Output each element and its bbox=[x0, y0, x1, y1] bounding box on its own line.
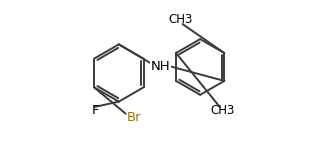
Text: CH3: CH3 bbox=[169, 13, 193, 26]
Text: Br: Br bbox=[126, 111, 141, 124]
Text: CH3: CH3 bbox=[211, 104, 235, 117]
Text: NH: NH bbox=[151, 60, 170, 73]
Text: F: F bbox=[92, 104, 99, 117]
